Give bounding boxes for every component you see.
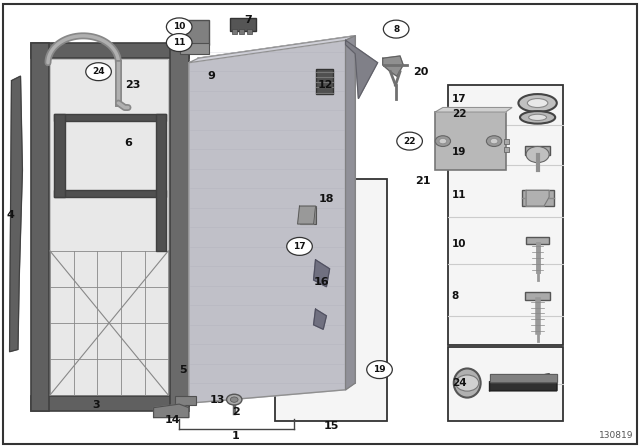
Bar <box>31 43 49 411</box>
Bar <box>525 292 550 300</box>
Text: 5: 5 <box>179 365 187 375</box>
Text: 130819: 130819 <box>599 431 634 440</box>
Polygon shape <box>346 40 378 99</box>
Bar <box>54 114 65 197</box>
Text: 2: 2 <box>232 407 239 417</box>
Text: 17: 17 <box>293 242 306 251</box>
Ellipse shape <box>520 111 556 124</box>
Text: 10: 10 <box>452 239 467 249</box>
Circle shape <box>367 361 392 379</box>
Bar <box>275 179 387 421</box>
Circle shape <box>397 132 422 150</box>
Bar <box>247 29 252 34</box>
Bar <box>180 20 209 45</box>
Bar <box>180 43 209 54</box>
Bar <box>156 114 166 251</box>
Bar <box>50 59 168 395</box>
Circle shape <box>166 34 192 52</box>
Text: 11: 11 <box>452 190 467 200</box>
Text: 1: 1 <box>232 431 239 441</box>
Text: 19: 19 <box>373 365 386 374</box>
Polygon shape <box>198 36 355 396</box>
Circle shape <box>435 136 451 146</box>
Polygon shape <box>298 206 316 224</box>
Bar <box>54 114 166 121</box>
Circle shape <box>486 136 502 146</box>
Text: 9: 9 <box>207 71 215 81</box>
Polygon shape <box>314 309 326 329</box>
Circle shape <box>526 146 549 163</box>
Text: 19: 19 <box>452 147 466 157</box>
Text: 16: 16 <box>314 277 330 287</box>
Ellipse shape <box>518 94 557 112</box>
Ellipse shape <box>529 114 547 121</box>
Circle shape <box>439 138 447 144</box>
Text: 6: 6 <box>124 138 132 148</box>
Text: 8: 8 <box>393 25 399 34</box>
Polygon shape <box>10 76 22 352</box>
Text: 18: 18 <box>319 194 334 204</box>
Polygon shape <box>490 374 557 382</box>
Text: 20: 20 <box>413 67 429 77</box>
Bar <box>448 347 563 421</box>
Bar <box>170 43 189 411</box>
Polygon shape <box>189 40 346 403</box>
Bar <box>230 18 256 31</box>
Circle shape <box>287 237 312 255</box>
Text: 11: 11 <box>173 38 186 47</box>
Bar <box>522 190 554 206</box>
Text: 23: 23 <box>125 80 141 90</box>
Polygon shape <box>526 190 549 206</box>
Text: 13: 13 <box>210 395 225 405</box>
Polygon shape <box>154 404 189 418</box>
Bar <box>232 29 237 34</box>
Circle shape <box>166 18 192 36</box>
Ellipse shape <box>527 99 548 108</box>
Bar <box>175 396 196 405</box>
Polygon shape <box>189 36 355 63</box>
Ellipse shape <box>454 368 481 398</box>
Text: 21: 21 <box>415 177 430 186</box>
Polygon shape <box>314 260 330 287</box>
Polygon shape <box>435 108 512 112</box>
Bar <box>31 396 189 411</box>
Bar <box>435 112 506 170</box>
Bar <box>526 237 549 244</box>
Polygon shape <box>346 36 355 390</box>
Text: 22: 22 <box>403 137 416 146</box>
Text: 8: 8 <box>452 291 459 301</box>
Text: 15: 15 <box>323 422 339 431</box>
Bar <box>300 206 316 224</box>
Circle shape <box>86 63 111 81</box>
Bar <box>525 146 550 155</box>
Bar <box>239 29 244 34</box>
Text: 17: 17 <box>452 94 467 103</box>
Text: 12: 12 <box>317 80 333 90</box>
Polygon shape <box>490 374 557 391</box>
Text: 24: 24 <box>92 67 105 76</box>
Polygon shape <box>285 197 317 379</box>
Bar <box>504 139 509 144</box>
Circle shape <box>230 397 238 402</box>
Bar <box>504 147 509 152</box>
Bar <box>31 43 189 58</box>
Polygon shape <box>383 56 403 76</box>
Bar <box>316 69 333 94</box>
Text: 3: 3 <box>92 401 100 410</box>
Bar <box>448 85 563 345</box>
Circle shape <box>490 138 498 144</box>
Circle shape <box>383 20 409 38</box>
Circle shape <box>456 375 479 391</box>
Text: 22: 22 <box>452 109 467 119</box>
Text: 4: 4 <box>7 210 15 220</box>
Text: 24: 24 <box>452 378 467 388</box>
Bar <box>54 190 166 197</box>
Text: 7: 7 <box>244 15 252 25</box>
Circle shape <box>227 394 242 405</box>
Text: 14: 14 <box>165 415 180 425</box>
Text: 10: 10 <box>173 22 186 31</box>
